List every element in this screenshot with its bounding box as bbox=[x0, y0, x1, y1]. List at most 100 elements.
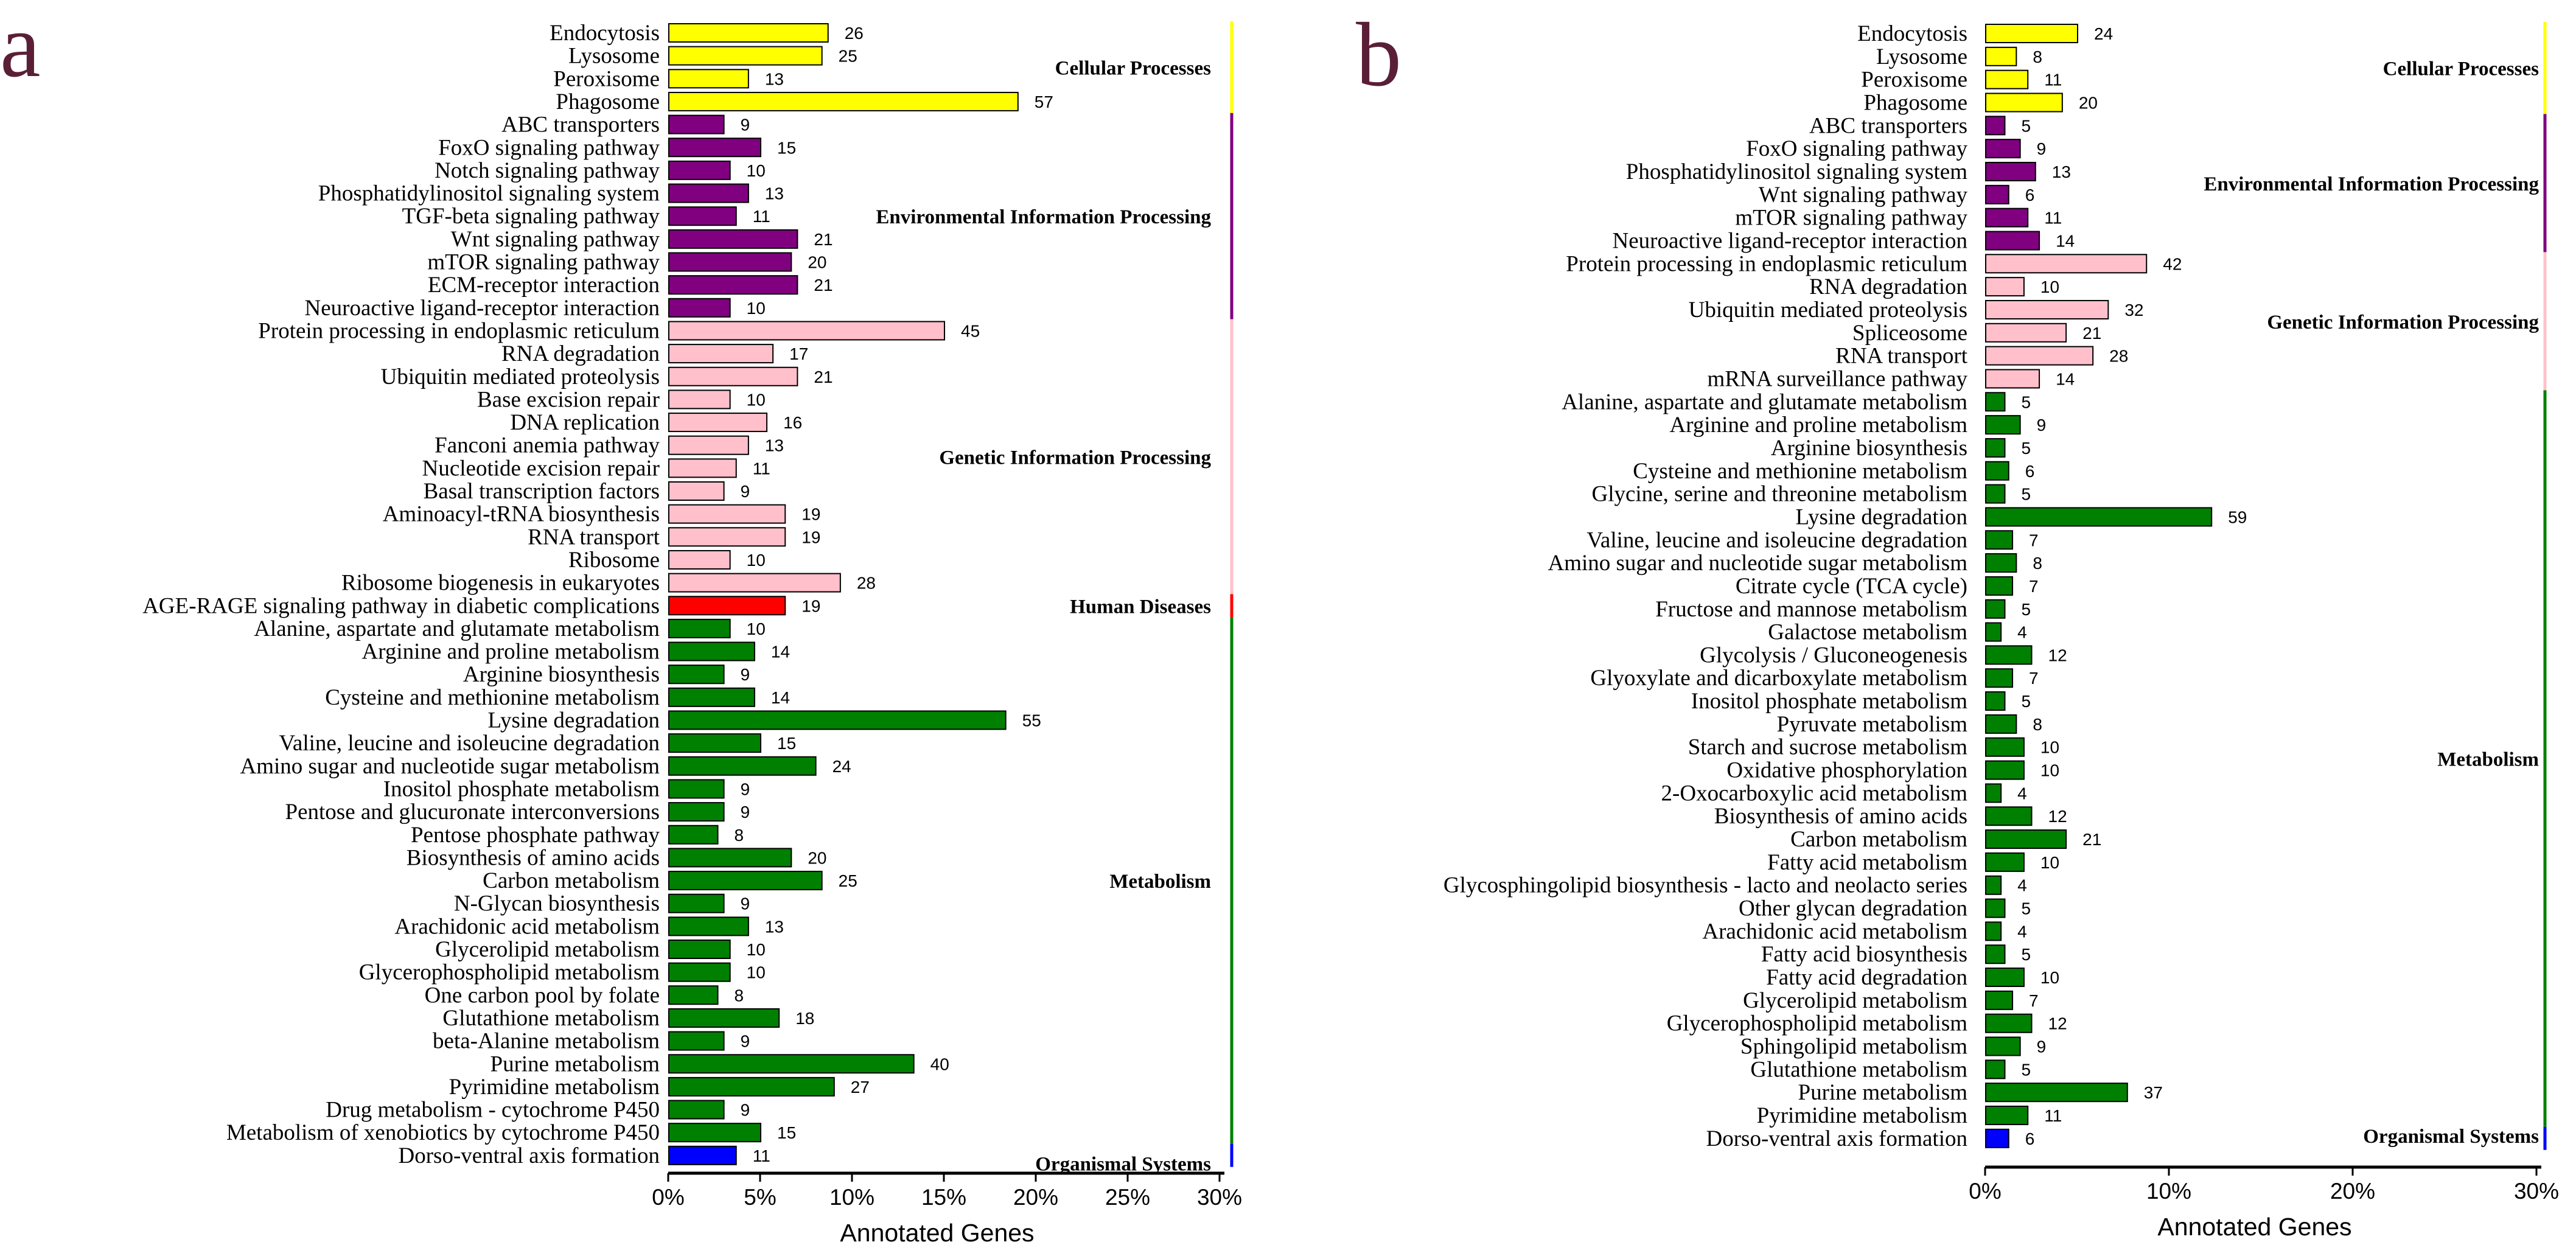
bar bbox=[1985, 806, 2033, 826]
bar bbox=[1985, 737, 2025, 757]
x-axis-title: Annotated Genes bbox=[840, 1219, 1034, 1247]
bar bbox=[1985, 116, 2006, 136]
bar bbox=[1985, 92, 2063, 113]
bar bbox=[668, 1031, 725, 1051]
value-label: 12 bbox=[2048, 1014, 2067, 1033]
value-label: 10 bbox=[2040, 968, 2059, 987]
value-label: 10 bbox=[2040, 277, 2059, 296]
bar bbox=[668, 596, 786, 616]
category-label: Arachidonic acid metabolism bbox=[394, 914, 660, 939]
bar bbox=[1985, 161, 2036, 181]
category-label: Arginine biosynthesis bbox=[1771, 436, 1967, 461]
value-label: 25 bbox=[839, 871, 857, 890]
category-label: Biosynthesis of amino acids bbox=[407, 845, 660, 870]
category-label: RNA degradation bbox=[501, 341, 660, 366]
value-label: 5 bbox=[2021, 439, 2031, 458]
bar bbox=[1985, 829, 2067, 849]
bar bbox=[1985, 323, 2067, 343]
bar bbox=[1985, 921, 2002, 941]
bar bbox=[1985, 69, 2029, 89]
value-label: 9 bbox=[741, 895, 750, 913]
value-label: 21 bbox=[2082, 324, 2101, 343]
category-label: TGF-beta signaling pathway bbox=[402, 204, 660, 229]
value-label: 5 bbox=[2021, 116, 2031, 135]
category-label: Glutathione metabolism bbox=[1750, 1057, 1967, 1082]
bar bbox=[668, 573, 841, 593]
category-label: Pentose and glucuronate interconversions bbox=[285, 800, 660, 825]
category-label: Lysine degradation bbox=[487, 708, 660, 733]
bar bbox=[668, 871, 823, 891]
value-label: 27 bbox=[851, 1078, 870, 1097]
category-label: ABC transporters bbox=[1809, 113, 1967, 138]
bar bbox=[1985, 691, 2006, 711]
bar bbox=[668, 46, 823, 66]
bar bbox=[1985, 461, 2009, 481]
value-label: 11 bbox=[2044, 71, 2062, 89]
bar bbox=[668, 23, 829, 43]
value-label: 8 bbox=[2033, 554, 2042, 573]
bar bbox=[668, 1123, 761, 1143]
category-label: Arginine and proline metabolism bbox=[1670, 413, 1968, 438]
category-label: Amino sugar and nucleotide sugar metabol… bbox=[240, 754, 660, 779]
category-label: Glycerophospholipid metabolism bbox=[1667, 1011, 1968, 1036]
value-label: 11 bbox=[753, 207, 770, 226]
bar bbox=[1985, 484, 2006, 504]
value-label: 5 bbox=[2021, 1060, 2031, 1079]
bar bbox=[1985, 507, 2213, 527]
bar bbox=[668, 1100, 725, 1120]
category-label: RNA transport bbox=[528, 525, 660, 549]
category-label: Amino sugar and nucleotide sugar metabol… bbox=[1548, 551, 1968, 576]
category-label: Fanconi anemia pathway bbox=[435, 433, 660, 458]
category-label: Glycerolipid metabolism bbox=[1743, 988, 1967, 1013]
chart-panel-b: b Endocytosis 24 Lysosome 8 Peroxisome 11 Phago… bbox=[1356, 4, 2559, 1241]
bar bbox=[1985, 898, 2006, 918]
x-tick-label: 0% bbox=[1969, 1179, 2001, 1204]
value-label: 9 bbox=[741, 116, 750, 134]
bar bbox=[668, 389, 731, 410]
category-label: Starch and sucrose metabolism bbox=[1688, 735, 1968, 760]
x-axis-title: Annotated Genes bbox=[2157, 1213, 2351, 1241]
bar bbox=[668, 366, 798, 386]
bar bbox=[1985, 1013, 2033, 1033]
bar bbox=[1985, 576, 2014, 596]
category-label: Arginine biosynthesis bbox=[463, 662, 660, 687]
bar bbox=[668, 298, 731, 318]
category-label: Endocytosis bbox=[550, 21, 660, 46]
x-tick-label: 10% bbox=[2146, 1179, 2191, 1204]
bar bbox=[668, 91, 1019, 111]
value-label: 8 bbox=[2033, 715, 2042, 734]
value-label: 28 bbox=[2109, 347, 2128, 366]
bar bbox=[668, 687, 755, 707]
bar bbox=[668, 802, 725, 822]
category-label: Fructose and mannose metabolism bbox=[1655, 597, 1967, 622]
value-label: 57 bbox=[1035, 92, 1053, 111]
category-label: Dorso-ventral axis formation bbox=[1706, 1126, 1968, 1151]
category-label: Carbon metabolism bbox=[1790, 827, 1967, 852]
bar bbox=[668, 481, 725, 501]
category-label: Cysteine and methionine metabolism bbox=[325, 685, 660, 710]
category-label: Inositol phosphate metabolism bbox=[1691, 689, 1967, 714]
group-label: Human Diseases bbox=[1070, 596, 1211, 618]
bar bbox=[1985, 392, 2006, 412]
value-label: 14 bbox=[771, 643, 790, 661]
category-label: Basal transcription factors bbox=[424, 479, 660, 504]
category-label: AGE-RAGE signaling pathway in diabetic c… bbox=[142, 593, 660, 618]
category-label: Purine metabolism bbox=[1798, 1080, 1968, 1105]
value-label: 55 bbox=[1022, 711, 1041, 730]
bar bbox=[1985, 944, 2006, 964]
bar bbox=[668, 1145, 737, 1165]
chart-panel-a: a Endocytosis 26 Lysosome 25 Peroxisome 13 Phag… bbox=[0, 0, 1242, 1247]
value-label: 10 bbox=[747, 551, 766, 570]
bar bbox=[1985, 1083, 2128, 1103]
bar bbox=[668, 1076, 835, 1097]
bar bbox=[668, 1054, 915, 1074]
value-label: 5 bbox=[2021, 485, 2031, 504]
value-label: 13 bbox=[765, 436, 784, 455]
bar bbox=[1985, 553, 2017, 573]
bar bbox=[1985, 783, 2002, 803]
bar bbox=[668, 138, 761, 158]
category-label: Ubiquitin mediated proteolysis bbox=[1689, 298, 1967, 323]
value-label: 10 bbox=[747, 963, 766, 982]
value-label: 18 bbox=[795, 1009, 814, 1028]
category-label: Neuroactive ligand-receptor interaction bbox=[305, 296, 660, 321]
